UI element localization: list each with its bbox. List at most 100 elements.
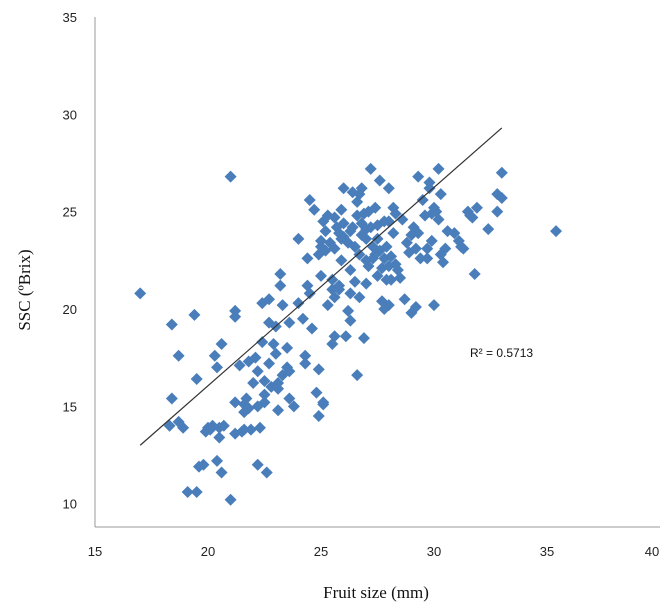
- data-point: [215, 466, 228, 479]
- data-point: [274, 279, 287, 292]
- data-point: [387, 227, 400, 240]
- data-point: [172, 349, 185, 362]
- data-point: [362, 260, 375, 273]
- x-tick-labels: 15 20 25 30 35 40: [88, 544, 659, 559]
- data-point: [283, 365, 296, 378]
- data-point: [416, 193, 429, 206]
- data-point: [315, 269, 327, 282]
- data-point: [256, 336, 269, 349]
- data-point: [457, 242, 470, 255]
- data-point: [229, 310, 242, 323]
- y-tick-label: 35: [63, 10, 77, 25]
- data-point: [244, 423, 257, 436]
- data-point: [491, 205, 504, 218]
- data-point: [296, 312, 309, 325]
- data-point: [238, 423, 251, 436]
- data-point: [495, 192, 508, 205]
- x-tick-label: 25: [314, 544, 328, 559]
- data-point: [328, 211, 341, 224]
- data-point: [389, 207, 402, 220]
- data-point: [211, 361, 224, 374]
- data-point: [382, 182, 395, 195]
- data-point: [260, 466, 273, 479]
- data-point: [321, 299, 334, 312]
- data-point: [272, 404, 285, 417]
- data-point: [348, 240, 361, 253]
- r-squared-annotation: R² = 0.5713: [470, 346, 533, 360]
- data-point: [357, 332, 370, 345]
- data-point: [312, 363, 325, 376]
- data-point: [319, 225, 332, 238]
- data-point: [251, 458, 264, 471]
- data-point: [369, 201, 382, 214]
- data-point: [301, 252, 314, 265]
- data-point: [385, 250, 398, 263]
- data-point: [240, 392, 253, 405]
- data-point: [353, 291, 366, 304]
- data-point: [305, 322, 318, 335]
- axes: [94, 17, 660, 528]
- data-point: [448, 227, 461, 240]
- data-point: [177, 421, 190, 434]
- data-point: [328, 330, 341, 343]
- data-point: [360, 232, 373, 245]
- data-point: [373, 174, 386, 187]
- x-tick-label: 40: [645, 544, 659, 559]
- data-point: [385, 273, 398, 286]
- data-point: [344, 287, 357, 300]
- data-point: [283, 316, 296, 329]
- data-point: [353, 248, 366, 261]
- data-point: [364, 162, 377, 175]
- data-point: [382, 299, 395, 312]
- data-point: [283, 392, 296, 405]
- data-point: [267, 338, 280, 351]
- data-point: [310, 386, 323, 399]
- data-point: [165, 392, 178, 405]
- data-point: [495, 166, 508, 179]
- data-point: [263, 293, 276, 306]
- y-tick-label: 20: [63, 302, 77, 317]
- data-point: [190, 485, 203, 498]
- x-axis-title: Fruit size (mm): [323, 583, 429, 602]
- data-point: [346, 221, 359, 234]
- y-tick-label: 15: [63, 399, 77, 414]
- data-point: [224, 493, 237, 506]
- y-axis-title: SSC (ºBrix): [15, 249, 34, 330]
- data-point: [439, 242, 452, 255]
- data-point: [425, 234, 438, 247]
- x-tick-label: 15: [88, 544, 102, 559]
- y-tick-label: 30: [63, 107, 77, 122]
- data-point: [378, 252, 391, 265]
- data-point: [400, 236, 413, 249]
- data-point: [333, 283, 346, 296]
- data-point: [550, 225, 563, 238]
- data-point: [366, 252, 379, 265]
- data-point: [348, 275, 361, 288]
- data-point: [263, 357, 276, 370]
- data-point: [213, 431, 226, 444]
- data-point: [466, 211, 479, 224]
- data-point: [409, 242, 422, 255]
- data-point: [328, 242, 341, 255]
- data-point: [242, 402, 255, 415]
- data-point: [468, 267, 481, 280]
- y-tick-label: 10: [63, 497, 77, 512]
- data-point: [249, 351, 262, 364]
- data-point: [299, 357, 312, 370]
- x-tick-label: 35: [540, 544, 554, 559]
- data-point: [308, 203, 321, 216]
- data-point: [258, 388, 271, 401]
- data-point: [190, 373, 203, 386]
- data-point: [247, 376, 260, 389]
- data-point: [326, 273, 339, 286]
- data-point: [432, 213, 445, 226]
- data-points: [134, 162, 563, 506]
- x-tick-label: 30: [427, 544, 441, 559]
- data-point: [165, 318, 178, 331]
- data-point: [434, 188, 447, 201]
- data-point: [398, 293, 411, 306]
- data-point: [414, 252, 427, 265]
- data-point: [215, 338, 228, 351]
- data-point: [421, 252, 434, 265]
- data-point: [423, 182, 436, 195]
